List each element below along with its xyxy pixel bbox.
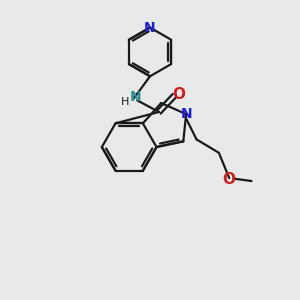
- Text: O: O: [223, 172, 236, 187]
- Text: O: O: [172, 87, 185, 102]
- Text: N: N: [129, 90, 141, 104]
- Text: N: N: [144, 20, 156, 34]
- Text: N: N: [180, 107, 192, 121]
- Text: H: H: [121, 97, 130, 107]
